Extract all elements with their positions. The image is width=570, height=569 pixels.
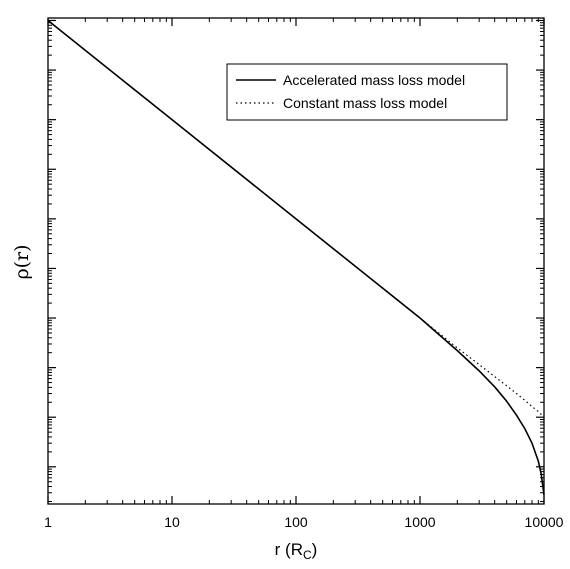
x-tick-label: 100 (284, 514, 308, 530)
series-layer (47, 19, 545, 496)
x-tick-label: 10 (164, 514, 180, 530)
legend: Accelerated mass loss model Constant mas… (226, 63, 508, 121)
legend-label-constant: Constant mass loss model (283, 95, 447, 111)
x-axis-title-main: r (R (275, 540, 303, 559)
x-axis-title-close: ) (312, 540, 318, 559)
x-axis-title: r (RC) (275, 540, 318, 562)
legend-box (226, 63, 508, 121)
y-axis-ticks (48, 19, 544, 502)
x-tick-label: 1000 (404, 514, 435, 530)
x-axis-title-subscript: C (303, 548, 312, 562)
legend-label-accelerated: Accelerated mass loss model (283, 72, 465, 88)
x-axis-ticks: 1 10 100 1000 10000 (44, 18, 564, 530)
y-axis-title: ρ(r) (11, 244, 33, 279)
series-line-accelerated (47, 19, 545, 496)
x-tick-label: 10000 (525, 514, 564, 530)
x-tick-label: 1 (44, 514, 52, 530)
